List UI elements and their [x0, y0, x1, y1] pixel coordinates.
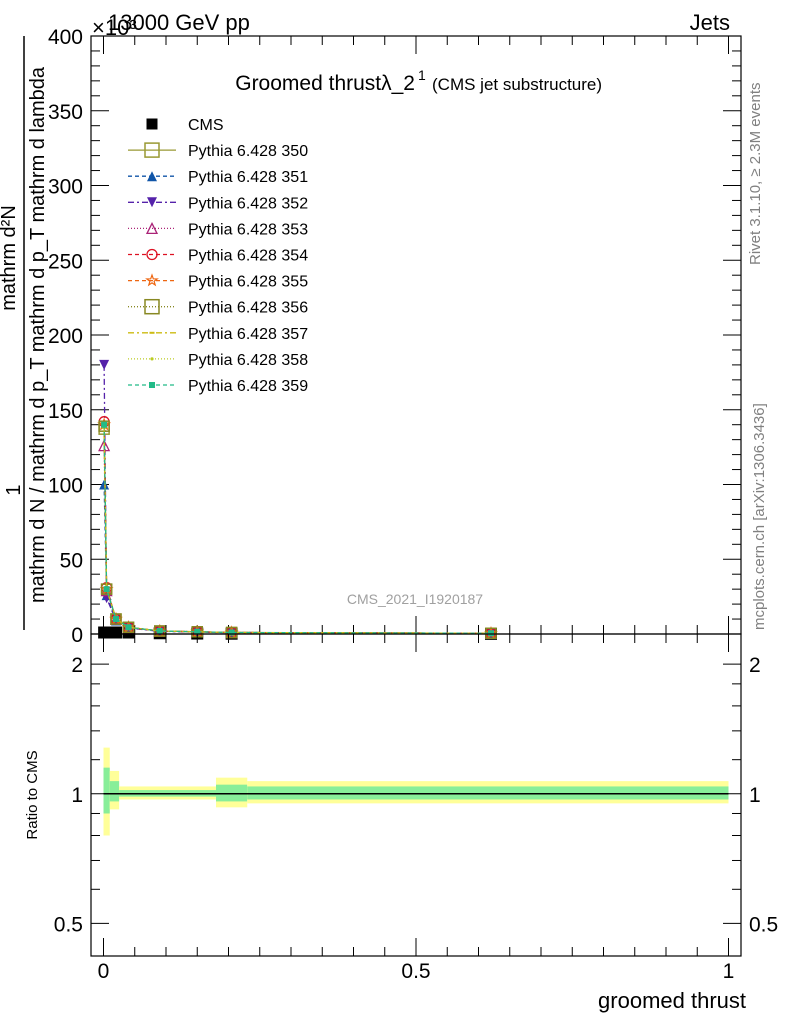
data-point — [145, 221, 159, 235]
data-point — [144, 142, 160, 158]
legend-entry: Pythia 6.428 352 — [128, 195, 308, 212]
data-point — [99, 479, 110, 490]
ratio-y-tick-label-right: 2 — [749, 654, 761, 677]
y-tick-label: 250 — [48, 250, 83, 273]
legend: CMS Pythia 6.428 350 Pythia 6.428 351 Pythi… — [128, 117, 308, 395]
main-panel: 0 50 100 150 200 250 300 350 400 Groomed thrustλ… — [48, 26, 742, 647]
ylabel-denominator: mathrm d N / mathrm d p_T mathrm d p_T m… — [27, 66, 49, 603]
y-tick-label: 100 — [48, 475, 83, 498]
data-point — [103, 586, 110, 593]
legend-entry: Pythia 6.428 354 — [128, 248, 308, 265]
legend-label: CMS — [188, 117, 224, 134]
x-axis-label: groomed thrust — [598, 988, 746, 1013]
legend-entry: Pythia 6.428 358 — [128, 352, 308, 369]
chart-title-superscript: 1 — [418, 67, 426, 83]
mcplots-label: mcplots.cern.ch [arXiv:1306.3436] — [751, 403, 768, 630]
main-series — [97, 359, 498, 640]
data-point — [150, 357, 154, 361]
data-point — [194, 628, 201, 635]
y-tick-label: 50 — [60, 549, 83, 572]
legend-label: Pythia 6.428 354 — [188, 248, 308, 265]
series-4 — [98, 439, 498, 639]
legend-entry: Pythia 6.428 355 — [128, 273, 308, 291]
legend-entry: Pythia 6.428 356 — [128, 298, 308, 317]
data-point — [101, 421, 108, 428]
y-tick-label: 200 — [48, 325, 83, 348]
y-tick-label: 300 — [48, 176, 83, 199]
main-y-axis: 0 50 100 150 200 250 300 350 400 — [48, 26, 741, 647]
series-line — [103, 424, 492, 634]
legend-label: Pythia 6.428 351 — [188, 169, 308, 186]
ratio-y-axis: 0.5 0.5 1 1 2 2 — [54, 654, 778, 936]
ylabel-numerator: 1 — [3, 484, 25, 495]
legend-label: Pythia 6.428 358 — [188, 352, 308, 369]
legend-entry: Pythia 6.428 359 — [128, 378, 308, 395]
chart-title: Groomed thrustλ_2 — [235, 72, 415, 95]
x-tick-label: 1 — [723, 960, 735, 983]
legend-entry: Pythia 6.428 351 — [128, 169, 308, 186]
ratio-panel: 0.5 0.51 12 2 0 0.5 1 Ratio to CMS groomed th… — [24, 633, 778, 1013]
ratio-y-tick-label-right: 0.5 — [749, 913, 778, 936]
x-tick-label: 0 — [98, 960, 110, 983]
data-point — [146, 248, 158, 261]
legend-entry: Pythia 6.428 350 — [128, 142, 308, 160]
legend-label: Pythia 6.428 352 — [188, 195, 308, 212]
y-tick-label: 150 — [48, 400, 83, 423]
ratio-ylabel: Ratio to CMS — [24, 750, 41, 839]
data-point — [144, 298, 160, 315]
data-point — [145, 273, 159, 287]
series-10 — [101, 421, 494, 637]
y-tick-label: 350 — [48, 101, 83, 124]
legend-label: Pythia 6.428 356 — [188, 300, 308, 317]
data-point — [113, 616, 119, 623]
legend-entry: Pythia 6.428 353 — [128, 221, 308, 238]
data-point — [125, 624, 132, 631]
legend-label: Pythia 6.428 350 — [188, 143, 308, 160]
data-point — [99, 359, 110, 370]
ratio-y-tick-label: 1 — [71, 784, 83, 807]
ratio-band-inner — [109, 781, 120, 802]
data-point — [146, 118, 158, 130]
ratio-y-tick-label: 2 — [71, 654, 83, 677]
data-point — [110, 613, 122, 625]
data-point — [147, 197, 157, 208]
data-point — [156, 628, 163, 635]
legend-label: Pythia 6.428 357 — [188, 326, 308, 343]
series-2 — [99, 479, 496, 639]
legend-label: Pythia 6.428 355 — [188, 274, 308, 291]
chart-subtitle: (CMS jet substructure) — [432, 75, 602, 94]
legend-entry: CMS — [146, 117, 224, 134]
data-point — [228, 629, 235, 636]
main-ylabel: 1 mathrm d²N mathrm d N / mathrm d p_T m… — [0, 36, 49, 630]
energy-label: 13000 GeV pp — [108, 10, 250, 35]
ratio-x-axis: 0 0.5 1 — [98, 634, 735, 983]
watermark: CMS_2021_I1920187 — [347, 591, 483, 607]
ylabel-top: mathrm d²N — [0, 205, 20, 311]
data-point — [149, 382, 155, 388]
ratio-y-tick-label: 0.5 — [54, 913, 83, 936]
process-label: Jets — [690, 10, 730, 35]
y-tick-label: 400 — [48, 26, 83, 49]
ratio-band-inner — [103, 767, 110, 814]
legend-label: Pythia 6.428 359 — [188, 378, 308, 395]
data-point — [147, 171, 157, 182]
data-point — [110, 626, 122, 639]
data-point — [488, 630, 494, 637]
series-line — [103, 484, 492, 634]
ratio-band-inner — [247, 786, 729, 800]
y-tick-label: 0 — [71, 624, 83, 647]
rivet-label: Rivet 3.1.10, ≥ 2.3M events — [747, 83, 764, 266]
x-tick-label: 0.5 — [401, 960, 430, 983]
ratio-bands — [103, 747, 729, 836]
ratio-y-tick-label-right: 1 — [749, 784, 761, 807]
legend-label: Pythia 6.428 353 — [188, 221, 308, 238]
legend-entry: Pythia 6.428 357 — [128, 326, 308, 343]
